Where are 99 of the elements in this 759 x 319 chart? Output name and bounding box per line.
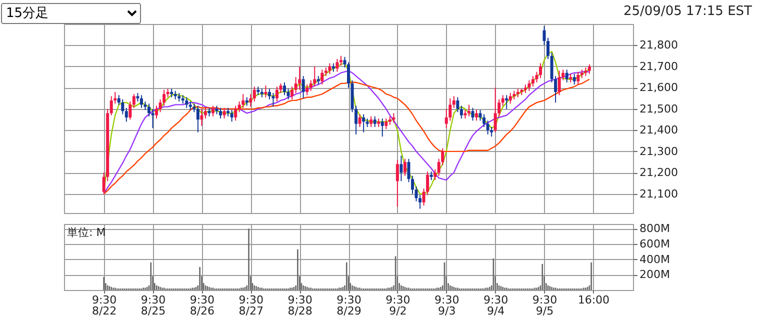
- y-tick-label: 21,500: [640, 102, 678, 116]
- candlestick: [474, 110, 478, 122]
- candlestick: [306, 84, 309, 96]
- candlestick: [347, 62, 350, 88]
- x-tick-label: 9:30 8/28: [288, 294, 312, 318]
- candlestick: [286, 88, 290, 100]
- candlestick: [528, 80, 531, 92]
- candlestick: [283, 82, 286, 96]
- annotation: 単位: M: [67, 226, 106, 239]
- candlestick: [572, 73, 576, 86]
- x-tick-label: 9:30 8/27: [238, 294, 264, 318]
- candlestick: [230, 110, 234, 122]
- candlestick: [155, 105, 158, 119]
- candlestick: [336, 58, 339, 72]
- y-tick-label: 21,400: [640, 124, 678, 137]
- candlestick: [505, 94, 508, 110]
- candlestick: [272, 92, 275, 108]
- candlestick: [151, 108, 154, 129]
- candlestick: [482, 114, 486, 128]
- candlestick: [535, 71, 538, 83]
- candlestick: [400, 155, 403, 182]
- candlestick: [147, 103, 150, 117]
- candlestick: [200, 108, 204, 126]
- candlestick: [339, 55, 342, 66]
- x-tick-label: 9:30 8/25: [140, 294, 166, 318]
- text: 25/09/05 17:15 EST: [623, 4, 752, 19]
- x-tick-label: 9:30 8/22: [92, 294, 117, 318]
- candlestick: [242, 94, 245, 108]
- y-tick-label: 21,600: [640, 81, 678, 94]
- candlestick: [396, 159, 399, 208]
- y-tick-label: 200M: [640, 268, 670, 282]
- candlestick: [110, 96, 113, 116]
- candlestick: [403, 158, 406, 176]
- candlestick: [196, 105, 200, 133]
- candlestick: [264, 85, 268, 98]
- candlestick: [434, 168, 437, 181]
- candlestick: [558, 70, 561, 96]
- candlestick: [370, 116, 373, 128]
- x-tick-label: 9:30 9/5: [532, 294, 558, 318]
- candlestick: [384, 118, 388, 130]
- candlestick: [576, 71, 580, 86]
- x-tick-label: 9:30 8/29: [336, 294, 362, 318]
- candlestick: [275, 86, 278, 102]
- x-tick-label: 9:30 9/4: [483, 294, 508, 318]
- y-tick-label: 21,300: [640, 144, 678, 158]
- candlestick: [467, 104, 470, 117]
- y-tick-label: 21,700: [640, 60, 678, 73]
- candlestick: [460, 105, 463, 119]
- timeframe-dropdown: 15分足: [1, 3, 141, 24]
- candlestick: [538, 62, 542, 79]
- candlestick: [358, 114, 362, 128]
- candlestick: [546, 37, 550, 60]
- x-tick-label: 9:30 9/2: [386, 294, 410, 318]
- candlestick: [471, 107, 474, 122]
- candlestick: [373, 116, 376, 128]
- candlestick: [132, 94, 136, 108]
- candlestick: [565, 69, 568, 83]
- candlestick: [501, 94, 504, 106]
- candlestick: [124, 107, 128, 122]
- candlestick: [531, 76, 534, 88]
- y-tick-label: 21,100: [640, 187, 678, 200]
- candlestick: [542, 26, 546, 46]
- candlestick: [486, 120, 490, 135]
- candlestick: [121, 98, 124, 115]
- candlestick: [343, 56, 346, 68]
- candlestick: [249, 94, 252, 108]
- candlestick: [140, 94, 143, 108]
- candlestick: [313, 66, 316, 88]
- candlestick: [290, 86, 294, 100]
- candlestick: [456, 96, 460, 113]
- candlestick: [204, 107, 207, 119]
- y-tick-label: 800M: [640, 222, 670, 236]
- y-tick-label: 21,800: [640, 38, 678, 52]
- candlestick: [494, 87, 497, 133]
- candlestick: [234, 105, 238, 122]
- candlestick: [452, 96, 456, 108]
- candlestick: [362, 114, 366, 133]
- candlestick: [211, 105, 214, 117]
- y-tick-label: 21,200: [640, 166, 678, 180]
- candlestick: [302, 76, 305, 99]
- candlestick: [392, 112, 396, 124]
- candlestick: [222, 107, 226, 119]
- x-tick-label: 9:30 9/3: [434, 294, 460, 318]
- candlestick: [252, 86, 256, 102]
- candlestick: [219, 107, 222, 119]
- y-tick-label: 600M: [640, 237, 670, 250]
- candlestick: [508, 92, 512, 104]
- candlestick: [407, 158, 410, 183]
- candlestick: [588, 64, 591, 74]
- x-tick-label: 16:00: [578, 294, 610, 306]
- candlestick: [328, 62, 332, 74]
- candlestick: [410, 175, 414, 194]
- candlestick: [185, 96, 188, 108]
- y-tick-label: 400M: [640, 252, 670, 266]
- candlestick: [320, 69, 324, 86]
- candlestick: [380, 118, 384, 138]
- x-tick-label: 9:30 8/26: [190, 294, 215, 318]
- candlestick: [298, 66, 302, 90]
- candlestick: [128, 101, 132, 120]
